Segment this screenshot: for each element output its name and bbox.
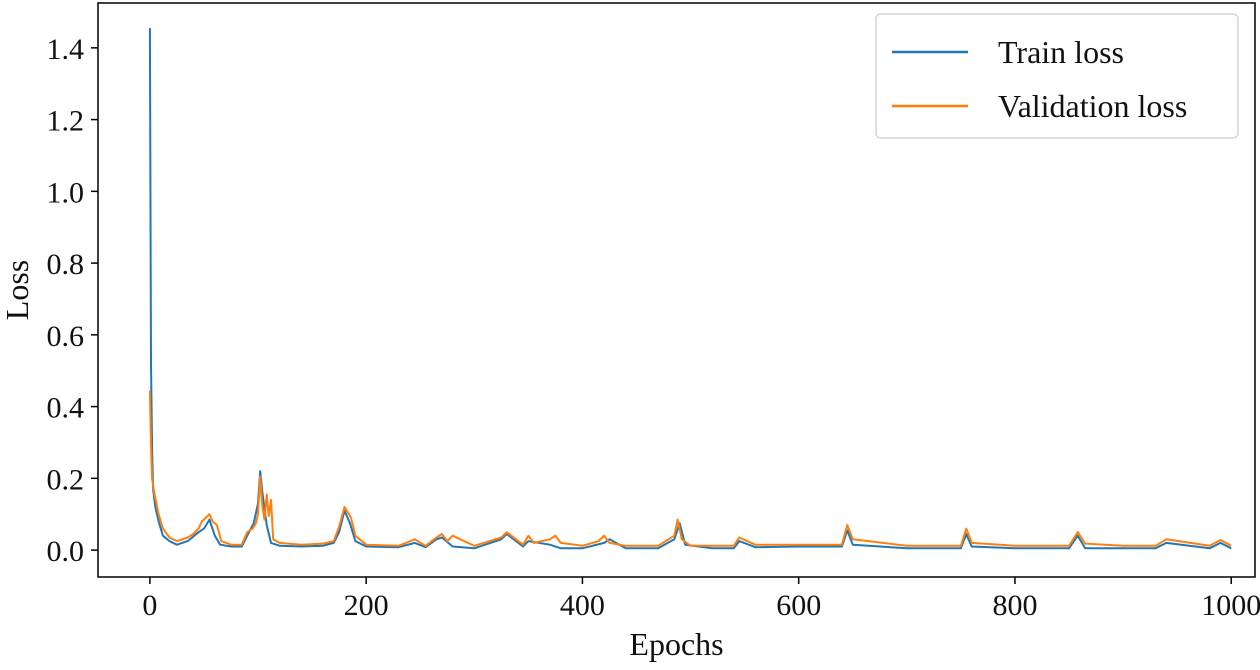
x-tick-label: 800 [992,589,1037,622]
legend-label-validation-loss: Validation loss [998,88,1187,124]
y-tick-label: 0.4 [47,392,85,425]
y-tick-label: 0.6 [47,320,85,353]
y-axis-label: Loss [0,260,35,320]
y-tick-label: 1.2 [47,105,85,138]
y-tick-label: 1.4 [47,33,85,66]
x-tick-label: 200 [344,589,389,622]
x-axis-label: Epochs [629,626,723,662]
x-tick-label: 600 [776,589,821,622]
legend: Train loss Validation loss [876,14,1238,138]
x-tick-label: 0 [142,589,157,622]
y-tick-label: 0.2 [47,463,85,496]
y-tick-label: 0.8 [47,248,85,281]
legend-label-train-loss: Train loss [998,34,1124,70]
y-tick-label: 0.0 [47,535,85,568]
series-line-validation-loss [150,390,1231,545]
x-tick-label: 1000 [1201,589,1260,622]
y-tick-label: 1.0 [47,176,85,209]
x-tick-label: 400 [560,589,605,622]
